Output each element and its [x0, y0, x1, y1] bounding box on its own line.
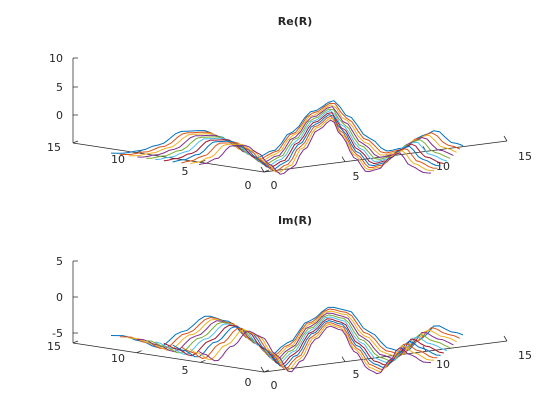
z-tick-label: 5 [56, 255, 63, 268]
subplot-re: Re(R) 10 5 0 0 5 10 15 0 5 10 15 [47, 15, 532, 192]
x-tick-mark [503, 135, 508, 142]
z-tick-label: -5 [52, 327, 63, 340]
x-tick-mark [341, 156, 346, 162]
plot-title-re: Re(R) [278, 15, 312, 28]
series-line [146, 314, 451, 363]
y-tick-label: 0 [245, 179, 252, 192]
subplot-im: Im(R) 5 0 -5 0 5 10 15 0 5 10 15 [47, 214, 532, 392]
y-tick-label: 15 [47, 141, 61, 154]
x-tick-label: 0 [271, 379, 278, 392]
ticks-re: 10 5 0 0 5 10 15 0 5 10 15 [47, 52, 532, 192]
x-tick-mark [260, 366, 265, 373]
z-tick-label: 0 [56, 109, 63, 122]
x-tick-label: 10 [436, 160, 450, 173]
x-axis-line [263, 340, 508, 373]
traces-re [110, 100, 464, 175]
y-tick-label: 5 [182, 165, 189, 178]
x-tick-label: 15 [518, 349, 532, 362]
x-tick-label: 5 [353, 170, 360, 183]
series-line [198, 119, 432, 175]
x-tick-mark [341, 356, 346, 362]
z-tick-label: 5 [56, 81, 63, 94]
series-line [137, 312, 454, 361]
y-tick-mark [263, 169, 270, 173]
x-tick-label: 10 [436, 358, 450, 371]
series-line [172, 114, 441, 170]
y-axis-line [72, 342, 265, 373]
y-tick-label: 0 [245, 376, 252, 389]
y-tick-mark [200, 359, 206, 363]
series-line [181, 322, 438, 371]
y-tick-label: 15 [47, 340, 61, 353]
y-tick-mark [72, 340, 79, 344]
x-tick-label: 15 [518, 150, 532, 163]
y-tick-mark [263, 369, 270, 373]
x-tick-label: 0 [271, 179, 278, 192]
y-tick-mark [72, 140, 79, 144]
ticks-im: 5 0 -5 0 5 10 15 0 5 10 15 [47, 255, 532, 392]
series-line [128, 310, 457, 359]
series-line [189, 323, 435, 373]
series-line [198, 325, 432, 375]
series-line [146, 108, 451, 165]
x-tick-mark [260, 166, 265, 173]
y-tick-mark [136, 150, 142, 154]
y-tick-label: 5 [182, 364, 189, 377]
series-line [154, 316, 448, 364]
x-tick-label: 5 [353, 368, 360, 381]
plot-title-im: Im(R) [278, 214, 312, 227]
y-tick-mark [136, 350, 142, 354]
z-tick-label: 0 [56, 291, 63, 304]
y-tick-mark [200, 159, 206, 163]
axes-im [72, 260, 508, 373]
y-tick-label: 10 [111, 352, 125, 365]
z-tick-label: 10 [49, 52, 63, 65]
x-tick-mark [503, 335, 508, 342]
series-line [181, 115, 438, 172]
traces-im [110, 306, 464, 375]
y-tick-label: 10 [111, 153, 125, 166]
